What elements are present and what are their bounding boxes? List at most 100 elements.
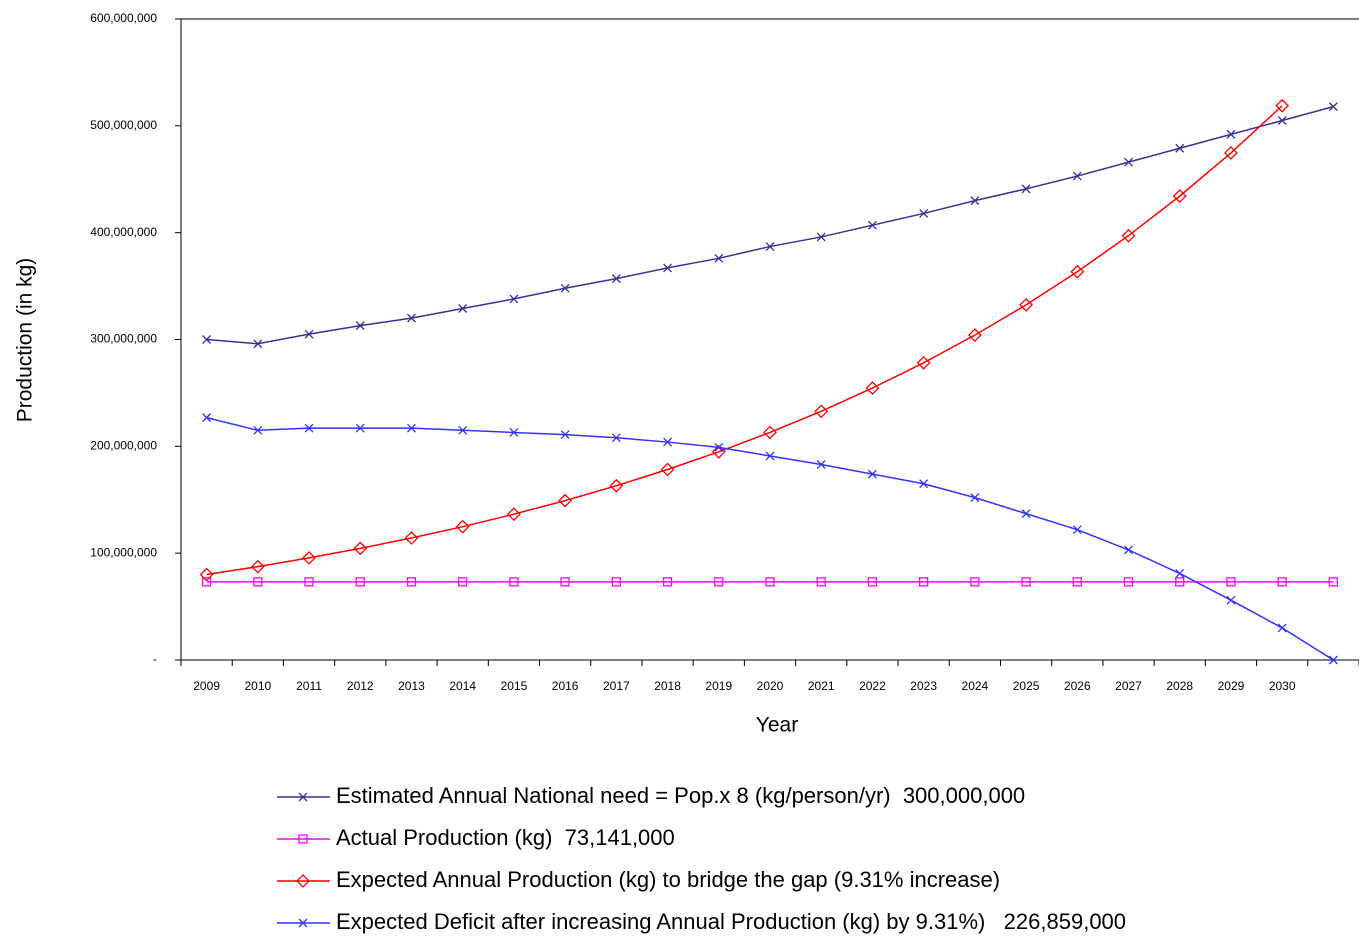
- data-point: [250, 559, 265, 574]
- x-tick-label: 2010: [244, 679, 271, 693]
- data-point: [407, 423, 416, 433]
- data-point: [816, 232, 826, 242]
- data-point: [1021, 184, 1031, 194]
- x-tick-label: 2027: [1115, 679, 1142, 693]
- x-tick-label: 2030: [1269, 679, 1296, 693]
- data-point: [662, 577, 673, 587]
- data-point: [199, 567, 214, 582]
- data-point: [1019, 297, 1034, 312]
- y-tick-label: -: [153, 652, 157, 666]
- data-point: [611, 433, 621, 443]
- x-tick-label: 2019: [705, 679, 732, 693]
- data-point: [1175, 143, 1185, 153]
- x-tick-label: 2029: [1218, 679, 1245, 693]
- data-point: [1328, 102, 1338, 112]
- x-tick-label: 2016: [552, 679, 579, 693]
- data-point: [302, 550, 316, 565]
- data-point: [919, 208, 929, 218]
- legend-marker: [298, 792, 308, 802]
- y-tick-label: 400,000,000: [90, 225, 157, 239]
- data-point: [1328, 655, 1338, 665]
- data-point: [1226, 577, 1236, 587]
- data-point: [1072, 525, 1082, 535]
- data-point: [455, 519, 470, 534]
- data-point: [867, 220, 877, 230]
- data-point: [814, 404, 829, 419]
- data-point: [1172, 189, 1187, 204]
- data-point: [509, 427, 519, 437]
- data-point: [355, 423, 365, 433]
- data-point: [1226, 129, 1236, 139]
- x-tick-label: 2026: [1064, 679, 1091, 693]
- data-point: [611, 577, 621, 587]
- legend-text: Expected Deficit after increasing Annual…: [336, 909, 1126, 934]
- data-point: [1175, 569, 1185, 578]
- data-point: [714, 442, 724, 452]
- x-tick-label: 2009: [193, 679, 220, 693]
- data-point: [1277, 116, 1287, 125]
- data-point: [407, 313, 416, 323]
- data-point: [558, 493, 573, 508]
- data-point: [404, 531, 419, 545]
- legend-text: Actual Production (kg) 73,141,000: [336, 825, 675, 850]
- data-point: [765, 577, 775, 587]
- data-point: [919, 577, 929, 587]
- x-tick-label: 2028: [1166, 679, 1193, 693]
- x-tick-label: 2013: [398, 679, 425, 693]
- data-point: [560, 577, 570, 587]
- data-point: [560, 283, 570, 293]
- data-point: [253, 425, 263, 435]
- y-tick-label: 300,000,000: [90, 332, 157, 346]
- data-point: [304, 577, 314, 587]
- x-tick-label: 2025: [1013, 679, 1040, 693]
- data-point: [1072, 171, 1082, 181]
- x-tick-label: 2012: [347, 679, 374, 693]
- y-tick-label: 600,000,000: [90, 11, 157, 25]
- data-point: [970, 493, 980, 503]
- x-tick-label: 2022: [859, 679, 886, 693]
- data-point: [1275, 98, 1290, 113]
- data-point: [1277, 623, 1287, 633]
- data-point: [663, 263, 673, 273]
- x-axis-title: Year: [756, 714, 798, 737]
- data-point: [609, 478, 624, 493]
- data-point: [1021, 509, 1031, 519]
- data-point: [1124, 545, 1133, 555]
- data-point: [202, 335, 212, 344]
- data-point: [970, 196, 980, 206]
- x-tick-label: 2021: [808, 679, 835, 693]
- data-point: [304, 329, 314, 339]
- data-point: [1226, 595, 1236, 605]
- data-point: [1124, 157, 1133, 167]
- x-tick-label: 2014: [449, 679, 476, 693]
- data-point: [867, 577, 878, 587]
- data-point: [714, 253, 724, 263]
- data-point: [560, 430, 570, 440]
- data-point: [663, 437, 673, 447]
- data-point: [816, 577, 826, 587]
- y-tick-label: 100,000,000: [90, 545, 157, 559]
- y-axis-title: Production (in kg): [14, 258, 37, 423]
- data-point: [458, 577, 468, 587]
- data-point: [253, 577, 263, 587]
- data-point: [1072, 577, 1082, 587]
- data-point: [970, 577, 980, 587]
- data-point: [867, 469, 877, 479]
- data-point: [714, 577, 724, 587]
- data-point: [865, 381, 880, 396]
- data-point: [253, 339, 263, 349]
- x-tick-label: 2018: [654, 679, 681, 693]
- data-point: [765, 242, 775, 252]
- series-line: [206, 416, 1334, 661]
- data-point: [765, 451, 775, 461]
- data-point: [509, 294, 519, 304]
- data-point: [304, 423, 314, 433]
- data-point: [1123, 577, 1134, 587]
- data-point: [506, 507, 521, 522]
- legend-marker: [296, 874, 310, 888]
- series-line: [206, 105, 1283, 576]
- data-point: [355, 577, 365, 587]
- legend-text: Estimated Annual National need = Pop.x 8…: [336, 783, 1025, 808]
- data-point: [1070, 264, 1085, 279]
- data-point: [1121, 228, 1136, 243]
